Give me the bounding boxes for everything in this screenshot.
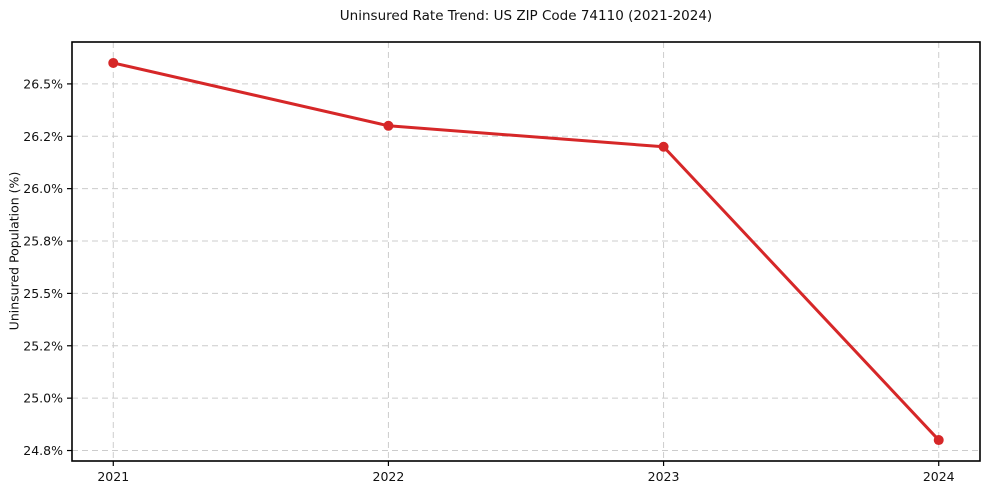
x-tick-label: 2024	[923, 469, 955, 484]
y-tick-label: 25.2%	[23, 338, 63, 353]
data-point-2022	[383, 120, 394, 131]
x-tick-label: 2022	[373, 469, 405, 484]
x-tick-label: 2021	[97, 469, 129, 484]
y-tick-label: 25.8%	[23, 234, 63, 249]
y-tick-label: 26.0%	[23, 181, 63, 196]
data-point-2024	[933, 435, 944, 446]
y-tick-label: 26.2%	[23, 129, 63, 144]
y-axis-label: Uninsured Population (%)	[6, 171, 22, 331]
x-tick-label: 2023	[648, 469, 680, 484]
plot-border	[71, 41, 981, 462]
y-tick-label: 25.5%	[23, 286, 63, 301]
y-tick-label: 24.8%	[23, 443, 63, 458]
y-tick-label: 26.5%	[23, 76, 63, 91]
trend-line	[111, 61, 941, 442]
data-point-2023	[658, 141, 669, 152]
y-tick-label: 25.0%	[23, 391, 63, 406]
chart-title: Uninsured Rate Trend: US ZIP Code 74110 …	[339, 8, 713, 24]
data-point-2021	[108, 57, 119, 68]
